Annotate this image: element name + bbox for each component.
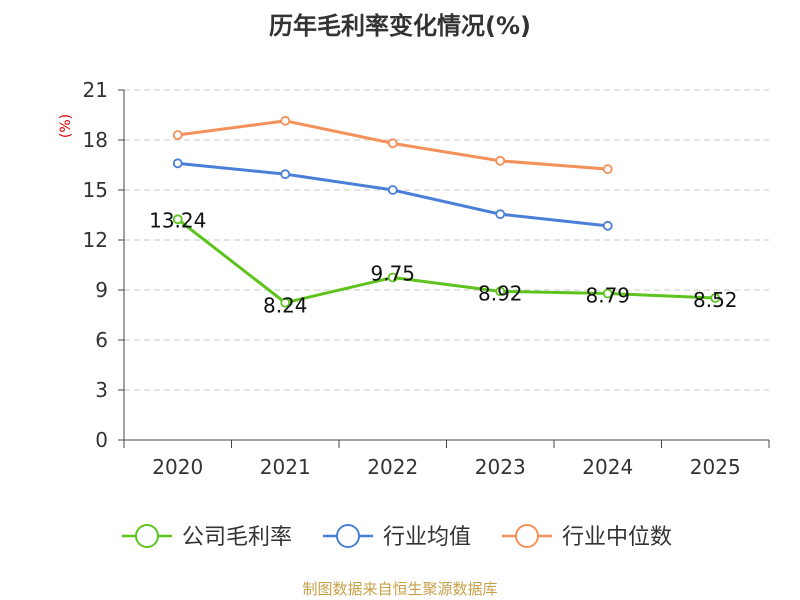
- x-tick-label: 2024: [582, 455, 633, 479]
- data-point: [387, 272, 398, 283]
- data-labels: 13.24 8.24 9.75 8.92 8.79 8.52: [149, 208, 737, 317]
- data-point: [387, 138, 398, 149]
- legend-marker: [135, 524, 159, 548]
- y-tick-label: 0: [95, 428, 108, 452]
- axes: 0 3 6 9 12 15 18 21 2020 2021 2022 2023 2024 2025: [83, 78, 770, 479]
- y-tick-label: 9: [95, 278, 108, 302]
- y-tick-label: 15: [83, 178, 108, 202]
- legend-label: 公司毛利率: [182, 525, 292, 550]
- y-tick-label: 3: [95, 378, 108, 402]
- data-point: [387, 185, 398, 195]
- data-point: [172, 214, 183, 225]
- series-公司毛利率: [172, 214, 721, 308]
- data-label: 8.92: [478, 281, 523, 305]
- x-tick-label: 2025: [690, 455, 741, 479]
- series-layer: [172, 115, 721, 308]
- chart-title: 历年毛利率变化情况(%): [269, 12, 531, 40]
- legend-item[interactable]: 行业均值: [323, 524, 471, 550]
- source-note: 制图数据来自恒生聚源数据库: [302, 580, 497, 598]
- x-tick-label: 2021: [260, 455, 311, 479]
- data-point: [495, 286, 506, 297]
- legend-label: 行业中位数: [562, 525, 672, 550]
- series-line: [176, 218, 716, 305]
- y-tick-label: 6: [95, 328, 108, 352]
- data-label: 9.75: [370, 262, 415, 286]
- legend-marker: [336, 524, 360, 548]
- data-point: [602, 288, 613, 299]
- data-point: [602, 220, 613, 231]
- data-point: [280, 115, 291, 126]
- data-point: [602, 164, 613, 175]
- data-point: [495, 209, 506, 220]
- y-tick-label: 12: [83, 228, 108, 252]
- data-point: [172, 158, 183, 169]
- series-行业中位数: [172, 115, 613, 175]
- legend-marker: [515, 524, 539, 548]
- data-point: [495, 155, 506, 166]
- data-point: [280, 297, 291, 308]
- data-label: 13.24: [149, 208, 206, 232]
- grid: [124, 89, 769, 391]
- data-label: 8.24: [263, 294, 308, 318]
- y-axis-unit: (%): [58, 114, 74, 138]
- y-tick-label: 18: [83, 128, 108, 152]
- data-point: [172, 130, 183, 140]
- y-tick-label: 21: [83, 78, 108, 102]
- data-label: 8.79: [585, 284, 630, 308]
- data-point: [710, 293, 721, 303]
- legend: 公司毛利率 行业均值 行业中位数: [122, 524, 672, 550]
- series-行业均值: [172, 158, 613, 231]
- data-label: 8.52: [693, 288, 738, 312]
- legend-item[interactable]: 行业中位数: [502, 524, 672, 550]
- legend-item[interactable]: 公司毛利率: [122, 524, 292, 550]
- x-tick-label: 2023: [475, 455, 526, 479]
- data-point: [280, 169, 291, 180]
- legend-label: 行业均值: [383, 525, 471, 550]
- x-tick-label: 2022: [367, 455, 418, 479]
- x-tick-label: 2020: [152, 455, 203, 479]
